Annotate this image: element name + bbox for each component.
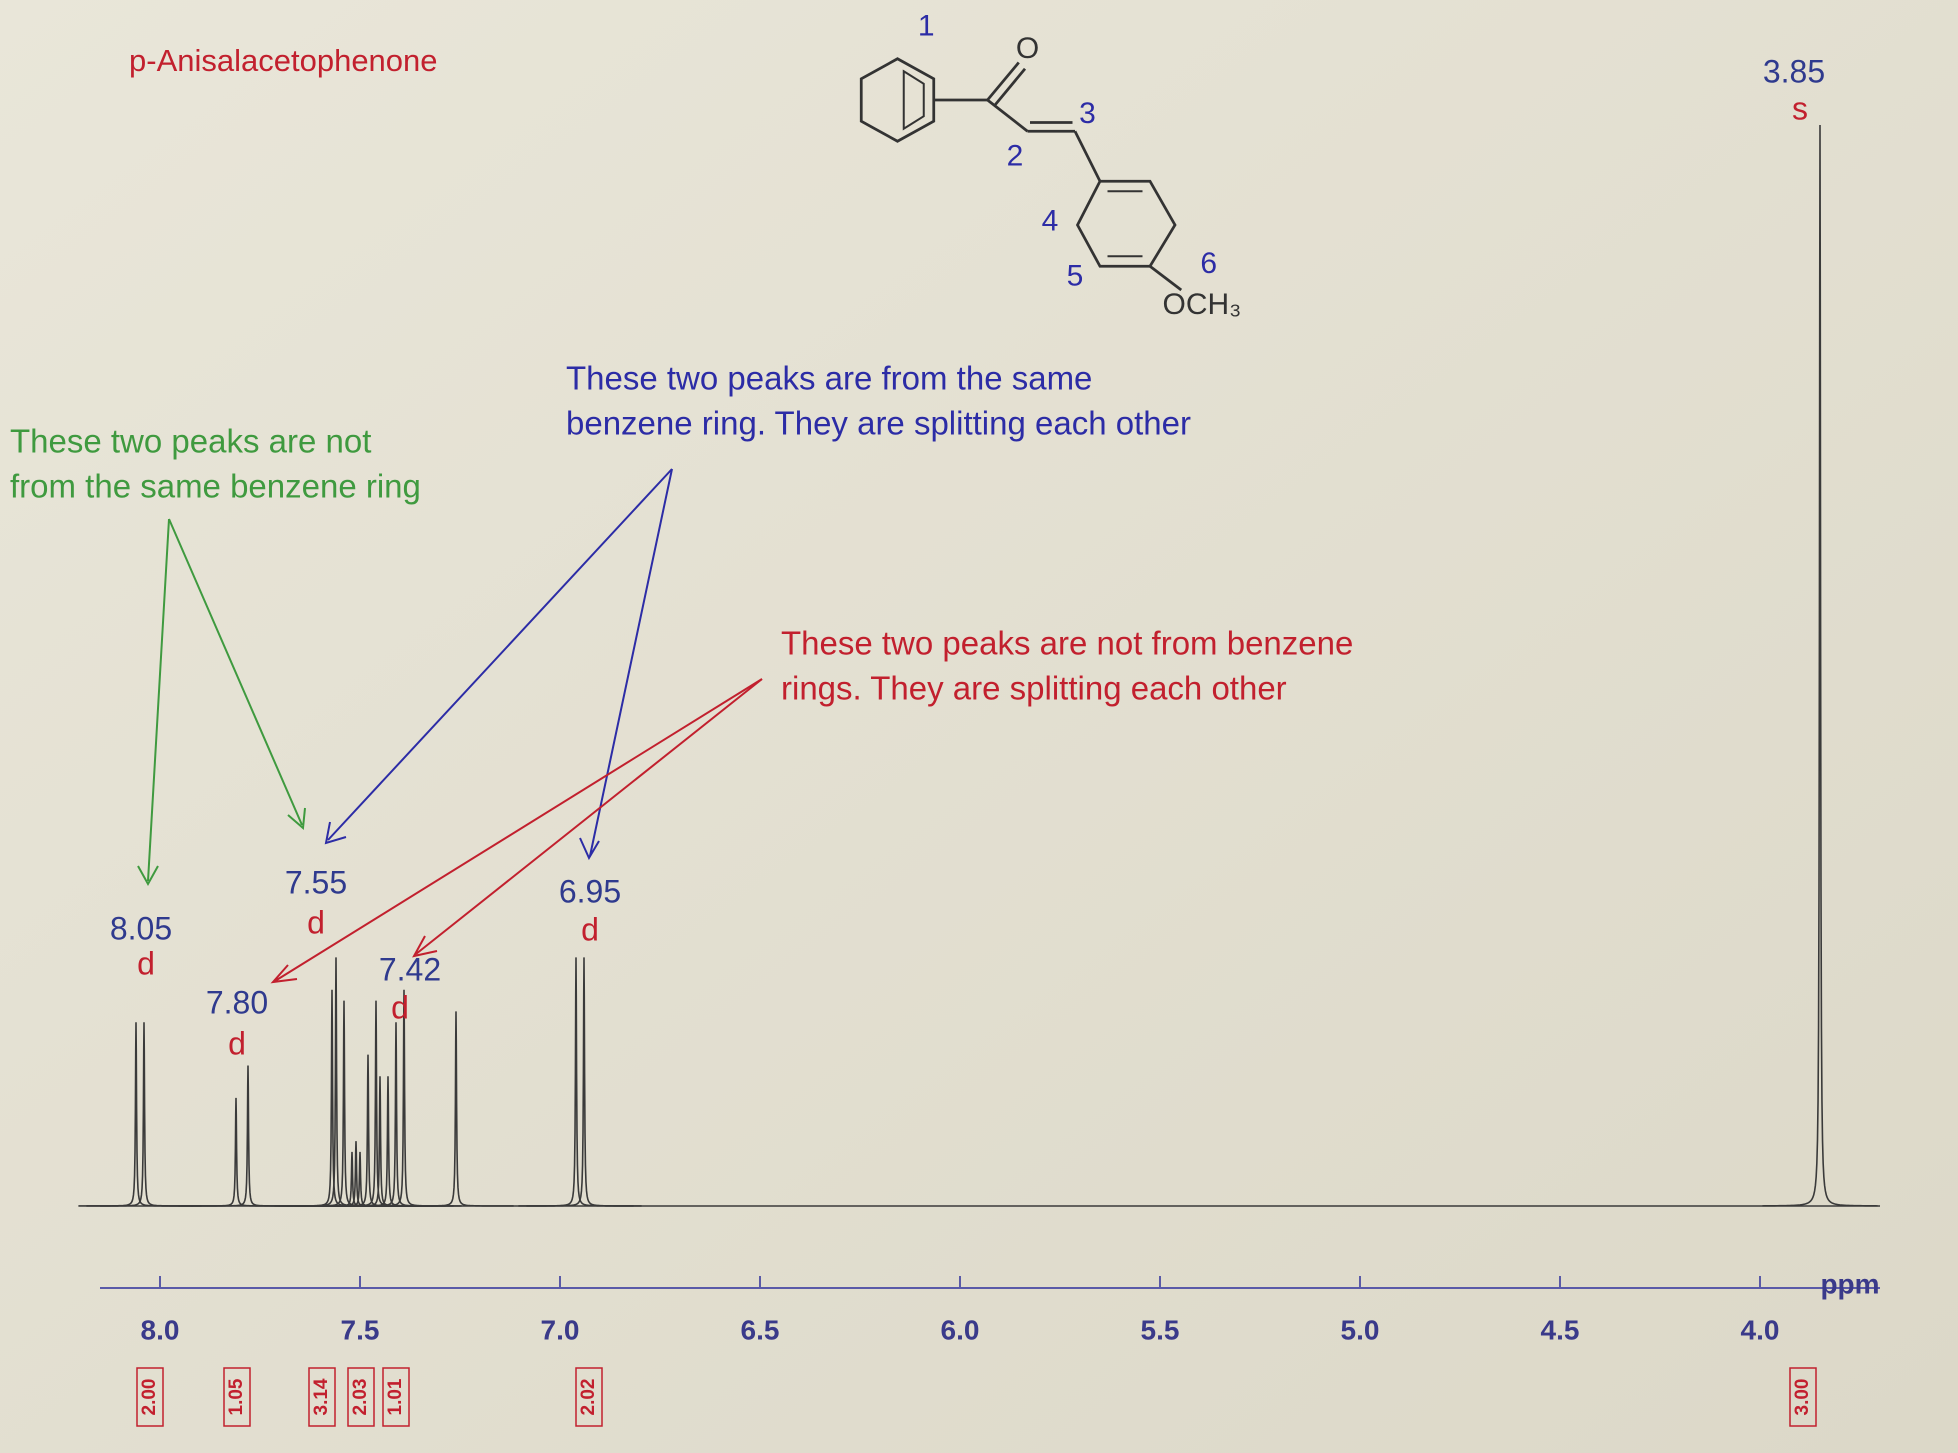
arrow bbox=[168, 518, 306, 831]
x-tick-label: 4.0 bbox=[1741, 1314, 1780, 1345]
methoxy-label: OCH₃ bbox=[1163, 288, 1242, 321]
carbonyl bbox=[986, 61, 1020, 101]
bond bbox=[1073, 130, 1102, 182]
annotation: from the same benzene ring bbox=[10, 468, 421, 505]
peak-multiplicity: s bbox=[1792, 90, 1808, 126]
arrow bbox=[324, 468, 673, 845]
integral-value: 1.01 bbox=[385, 1378, 406, 1415]
oxygen-label: O bbox=[1016, 32, 1039, 65]
x-axis-label: ppm bbox=[1820, 1268, 1879, 1299]
bond bbox=[986, 98, 1029, 133]
annotation: These two peaks are not from benzene bbox=[781, 625, 1353, 662]
peak-multiplicity: d bbox=[581, 911, 599, 947]
x-tick-label: 7.0 bbox=[541, 1314, 580, 1345]
arrows bbox=[137, 468, 763, 984]
atom-label: 1 bbox=[918, 9, 935, 42]
x-tick-label: 6.0 bbox=[941, 1314, 980, 1345]
arrow bbox=[579, 468, 673, 861]
x-tick-label: 8.0 bbox=[141, 1314, 180, 1345]
x-tick-label: 7.5 bbox=[341, 1314, 380, 1345]
peak-multiplicity: d bbox=[228, 1025, 246, 1061]
integral-box bbox=[575, 1367, 603, 1427]
integral-box bbox=[1789, 1367, 1817, 1427]
integral-value: 2.02 bbox=[578, 1379, 599, 1416]
atom-label: 2 bbox=[1007, 139, 1024, 172]
integral-box bbox=[308, 1367, 336, 1427]
bond bbox=[1149, 265, 1183, 292]
integral-box bbox=[223, 1367, 251, 1427]
integral-box bbox=[136, 1367, 164, 1427]
annotation: These two peaks are from the same bbox=[566, 360, 1092, 397]
peak-shift: 7.55 bbox=[285, 864, 347, 900]
integral-box bbox=[382, 1367, 410, 1427]
spectral-line bbox=[398, 1011, 514, 1207]
atom-label: 3 bbox=[1079, 97, 1096, 130]
arrow bbox=[137, 518, 170, 887]
atom-label: 6 bbox=[1200, 247, 1217, 280]
integral-value: 2.00 bbox=[139, 1379, 160, 1416]
integral-value: 3.00 bbox=[1792, 1379, 1813, 1416]
peak-shift: 7.80 bbox=[206, 984, 268, 1020]
chart-title: p-Anisalacetophenone bbox=[129, 43, 438, 78]
peak-multiplicity: d bbox=[307, 904, 325, 940]
integral-box bbox=[347, 1367, 375, 1427]
annotation: These two peaks are not bbox=[10, 423, 371, 460]
peak-shift: 7.42 bbox=[379, 951, 441, 987]
integral-value: 1.05 bbox=[226, 1378, 247, 1415]
ring-1-inner bbox=[902, 69, 925, 131]
peak-multiplicity: d bbox=[391, 989, 409, 1025]
peak-shift: 3.85 bbox=[1763, 53, 1825, 89]
ring-1 bbox=[859, 57, 936, 143]
spectral-line bbox=[526, 957, 642, 1207]
x-tick-label: 5.0 bbox=[1341, 1314, 1380, 1345]
arrow bbox=[270, 678, 763, 984]
plot: 8.0 7.5 7.0 6.5 6.0 5.5 5.0 4.5 4.0ppm8.05d7.80d… bbox=[10, 53, 1880, 1427]
spectral-line bbox=[1762, 124, 1878, 1207]
x-tick-label: 4.5 bbox=[1541, 1314, 1580, 1345]
annotation: rings. They are splitting each other bbox=[781, 670, 1287, 707]
integral-value: 2.03 bbox=[350, 1379, 371, 1416]
peak-multiplicity: d bbox=[137, 945, 155, 981]
atom-label: 4 bbox=[1042, 204, 1059, 237]
structure: 1 2 3 4 5 6 O OCH₃ bbox=[859, 9, 1242, 321]
arrow bbox=[412, 678, 763, 958]
x-tick-label: 5.5 bbox=[1141, 1314, 1180, 1345]
peak-shift: 8.05 bbox=[110, 910, 172, 946]
spectral-line bbox=[86, 1022, 202, 1207]
peak-shift: 6.95 bbox=[559, 873, 621, 909]
integral-value: 3.14 bbox=[311, 1378, 332, 1415]
annotation: benzene ring. They are splitting each ot… bbox=[566, 405, 1191, 442]
carbonyl bbox=[993, 67, 1027, 106]
atom-label: 5 bbox=[1067, 259, 1084, 292]
x-tick-label: 6.5 bbox=[741, 1314, 780, 1345]
